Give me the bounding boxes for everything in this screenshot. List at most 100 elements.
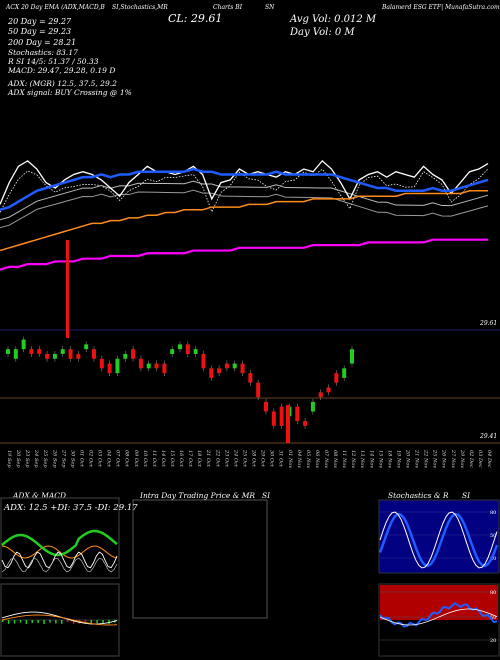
x-tick-label: 10 Oct: [142, 450, 148, 468]
candle-up: [232, 363, 237, 369]
stoch-level-label: 20: [490, 556, 496, 562]
x-tick-label: 19 Sep: [6, 450, 12, 468]
adx-minus-di-line: [1, 545, 118, 559]
x-tick-label: 03 Dec: [477, 450, 483, 468]
candle-down: [303, 421, 308, 426]
candle-down: [217, 368, 222, 374]
macd-histogram-bar: [31, 620, 33, 624]
macd-histogram-bar: [7, 620, 10, 624]
macd-histogram-bar: [108, 620, 110, 624]
x-tick-label: 03 Oct: [97, 450, 103, 468]
macd-histogram-bar: [114, 620, 116, 623]
rsi-line: [379, 601, 498, 628]
candle-down: [326, 387, 331, 393]
macd-histogram-bar: [72, 620, 75, 624]
x-tick-label: 08 Nov: [332, 450, 338, 468]
macd-histogram-bar: [2, 620, 4, 622]
macd-line: [1, 611, 118, 625]
candle-up: [84, 344, 89, 350]
macd-histogram-bar: [84, 620, 87, 623]
candle-down: [76, 353, 81, 359]
x-tick-label: 20 Nov: [404, 449, 410, 468]
x-tick-label: 14 Nov: [368, 450, 374, 468]
x-tick-label: 15 Oct: [169, 450, 175, 468]
candle-down: [138, 358, 143, 369]
x-tick-label: 04 Nov: [296, 450, 302, 468]
rsi-signal-line: [379, 608, 498, 626]
candle-up: [350, 349, 354, 364]
x-tick-label: 05 Nov: [305, 450, 311, 468]
stoch-d-line: [378, 512, 499, 568]
x-tick-label: 26 Sep: [51, 449, 57, 468]
candle-down: [264, 401, 268, 412]
candle-down: [248, 373, 253, 383]
rsi-stat: R SI 14/5: 51.37 / 50.33: [8, 57, 99, 66]
candle-up: [146, 363, 151, 369]
adx-line: [1, 551, 118, 569]
ema200-stat: 200 Day = 28.21: [8, 38, 77, 47]
macd-histogram-bar: [37, 620, 39, 624]
x-tick-label: 30 Sep: [69, 450, 75, 468]
candle-spike: [66, 240, 69, 338]
x-tick-label: 24 Sep: [33, 449, 39, 468]
candle-down: [185, 344, 190, 354]
candle-up: [123, 353, 128, 359]
ema200-orange-line: [0, 190, 488, 252]
x-tick-label: 29 Oct: [260, 449, 266, 468]
x-tick-label: 04 Oct: [106, 450, 112, 468]
candle-down: [224, 363, 229, 369]
x-tick-label: 01 Nov: [287, 450, 293, 468]
x-tick-label: 06 Nov: [314, 450, 320, 468]
x-tick-label: 13 Nov: [359, 450, 365, 468]
x-tick-label: 02 Dec: [468, 450, 474, 468]
intraday-panel-frame: [132, 499, 268, 619]
x-tick-label: 30 Oct: [269, 450, 275, 468]
ema20-stat: 20 Day = 29.27: [8, 17, 72, 26]
x-tick-label: 09 Oct: [133, 450, 139, 468]
adx-stat: ADX: (MGR) 12.5, 37.5, 29.2: [8, 79, 117, 88]
macd-histogram-bar: [61, 620, 63, 624]
rsi-panel-frame: [378, 583, 500, 657]
x-tick-label: 18 Nov: [386, 450, 392, 468]
candle-down: [154, 363, 159, 369]
x-tick-label: 14 Oct: [160, 450, 166, 468]
candle-down: [68, 349, 73, 359]
panel-stoch-si: SI: [462, 491, 471, 500]
candle-down: [201, 353, 206, 369]
x-tick-label: 11 Nov: [341, 450, 347, 468]
ema20-line: [0, 167, 489, 211]
x-tick-label: 17 Oct: [187, 450, 193, 468]
header-mid: SI,Stochastics,MR: [112, 4, 168, 11]
x-tick-label: 31 Oct: [278, 450, 284, 468]
x-tick-label: 26 Nov: [441, 449, 447, 468]
candle-down: [37, 349, 42, 354]
x-tick-label: 22 Oct: [214, 449, 220, 468]
x-tick-label: 25 Nov: [432, 449, 438, 468]
header-chart-label: Charts BI: [213, 4, 243, 11]
candle-up: [6, 349, 10, 354]
candle-down: [45, 353, 50, 359]
adx-signal-line: [1, 557, 118, 573]
x-tick-label: 07 Nov: [323, 450, 329, 468]
x-tick-label: 21 Nov: [414, 449, 420, 468]
candle-down: [271, 411, 276, 426]
panel-stoch-title: Stochastics & R: [388, 491, 449, 500]
x-tick-label: 29 Nov: [459, 449, 465, 468]
adx-signal-stat: ADX signal: BUY Crossing @ 1%: [8, 88, 132, 97]
macd-stat: MACD: 29.47, 29.28, 0.19 D: [8, 66, 116, 75]
candle-down: [318, 392, 323, 398]
candle-up: [115, 358, 120, 374]
day-volume: Day Vol: 0 M: [290, 27, 355, 38]
candle-down: [162, 363, 167, 374]
main-price-chart: 19 Sep 20 Sep 23 Sep 24 Sep 25 Sep 26 Sep 27 S…: [0, 159, 500, 468]
ema-band-line-1: [0, 180, 489, 221]
candle-down: [240, 363, 245, 374]
rsi-level-label: 80: [490, 590, 496, 596]
x-tick-label: 28 Oct: [251, 449, 257, 468]
price-label-upper: 29.61: [480, 320, 498, 327]
x-tick-label: 20 Sep: [15, 449, 21, 468]
adx-value-line: ADX: 12.5 +DI: 37.5 -DI: 29.17: [4, 503, 138, 513]
macd-signal-line: [1, 614, 118, 626]
candle-big-down: [286, 405, 290, 443]
x-tick-label: 19 Nov: [395, 450, 401, 468]
